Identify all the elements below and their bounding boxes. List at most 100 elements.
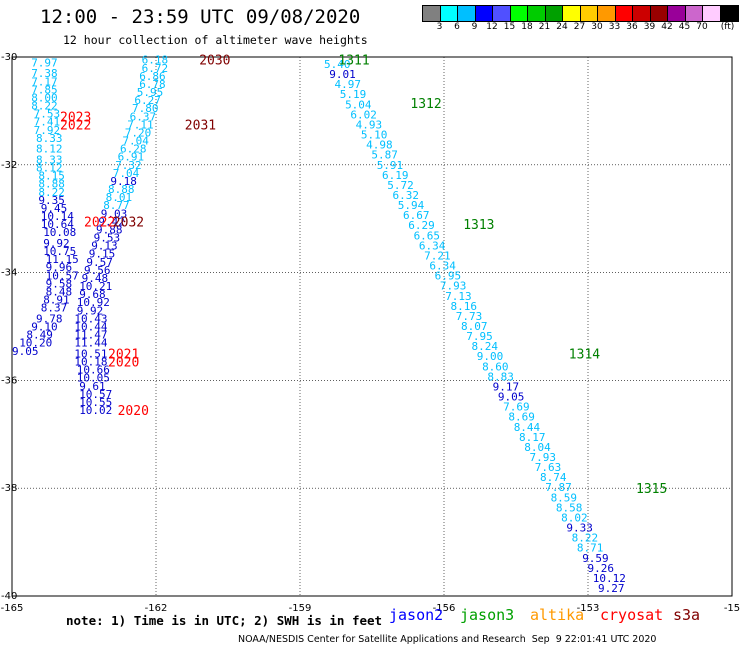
colorbar-swatch [528,6,546,21]
colorbar-label: 15 [503,22,516,32]
swh-value: 9.88 [96,223,123,236]
swh-value: 6.65 [414,229,441,242]
colorbar-label: (ft) [720,22,735,32]
swh-value: 7.85 [31,83,58,96]
swh-value: 10.14 [41,210,74,223]
swh-value: 5.19 [340,88,367,101]
legend-entry-cryosat: cryosat [600,606,664,624]
colorbar [422,5,739,22]
swh-value: 7.69 [503,401,529,414]
swh-value: 9.45 [41,202,68,215]
swh-value: 7.93 [530,451,557,464]
swh-value: 4.97 [335,78,362,91]
swh-value: 6.34 [429,260,456,273]
swh-value: 9.56 [84,264,111,277]
swh-value: 8.83 [487,370,514,383]
colorbar-swatch [615,6,633,21]
colorbar-label: 27 [573,22,586,32]
swh-value: 8.91 [43,294,69,307]
colorbar-label: 6 [454,22,460,32]
swh-value: 7.80 [132,102,159,115]
swh-value: 7.92 [34,124,61,137]
swh-value: 9.26 [587,562,614,575]
swh-value: 10.51 [74,347,107,360]
time-label: 2022 [60,118,91,133]
swh-value: 9.42 [98,215,125,228]
lat-axis-label: -38 [1,483,17,494]
swh-value: 8.44 [514,421,541,434]
swh-value: 7.17 [31,75,58,88]
swh-value: 7.95 [466,330,493,343]
swh-value: 11.15 [46,253,79,266]
swh-value: 7.38 [31,67,58,80]
swh-value: 9.78 [36,312,63,325]
swh-value: 9.96 [46,261,73,274]
colorbar-swatch [650,6,668,21]
lon-axis-label: -165 [1,603,24,614]
time-label: 2022 [84,215,115,230]
footer-credit: NOAA/NESDIS Center for Satellite Applica… [238,634,657,645]
swh-value: 10.64 [41,218,74,231]
lon-axis-label: -15 [724,603,740,614]
colorbar-swatch [545,6,563,21]
page-title: 12:00 - 23:59 UTC 09/08/2020 [40,6,361,28]
swh-value: 4.98 [366,139,393,152]
swh-value: 9.17 [493,380,519,393]
colorbar-label: 39 [643,22,656,32]
lat-axis-label: -30 [1,52,17,63]
lat-axis-label: -36 [1,375,17,386]
swh-value: 8.37 [41,302,68,315]
colorbar-swatch [440,6,458,21]
swh-value: 7.04 [113,167,140,180]
swh-value: 5.95 [137,86,164,99]
swh-value: 8.12 [36,143,63,156]
lon-axis-label: -156 [433,603,456,614]
swh-value: 11.47 [74,329,107,342]
swh-value: 9.15 [89,248,116,261]
swh-value: 7.32 [115,159,142,172]
swh-value: 10.57 [79,388,112,401]
swh-value: 6.27 [134,94,161,107]
swh-value: 10.12 [593,572,626,585]
swh-value: 8.17 [519,431,546,444]
colorbar-swatch [423,6,441,21]
swh-value: 5.40 [324,58,351,71]
colorbar-label: 3 [436,22,443,32]
lon-axis-label: -153 [577,603,600,614]
time-label: 2021 [108,347,139,362]
page-subtitle: 12 hour collection of altimeter wave hei… [63,33,368,47]
swh-value: 7.63 [535,461,562,474]
swh-value: 10.66 [77,364,110,377]
swh-value: 10.75 [43,245,76,258]
colorbar-label: 70 [696,22,708,32]
pass-label: 1312 [410,97,441,112]
swh-value: 10.08 [43,226,76,239]
colorbar-swatch [510,6,528,21]
swh-value: 6.02 [350,108,377,121]
swh-value: 8.60 [482,360,509,373]
swh-value: 7.20 [125,126,152,139]
colorbar-swatch [598,6,616,21]
time-label: 2032 [113,215,144,230]
swh-value: 7.87 [545,481,572,494]
swh-value: 10.21 [79,280,112,293]
swh-value: 7.73 [456,310,483,323]
swh-value: 5.94 [398,199,425,212]
swh-value: 6.95 [435,270,462,283]
swh-value: 10.05 [77,372,110,385]
swh-value: 8.00 [31,91,58,104]
time-label: 2031 [185,118,216,133]
swh-value: 9.61 [79,380,106,393]
colorbar-label: 24 [556,22,568,32]
colorbar-swatch [685,6,703,21]
swh-value: 8.04 [524,441,551,454]
swh-value: 7.04 [122,135,149,148]
lon-axis-label: -159 [289,603,312,614]
swh-value: 7.53 [34,108,61,121]
map-frame [11,56,733,597]
colorbar-swatch [493,6,511,21]
swh-value: 5.72 [387,179,414,192]
time-label: 2020 [108,356,139,371]
swh-value: 9.68 [79,288,106,301]
